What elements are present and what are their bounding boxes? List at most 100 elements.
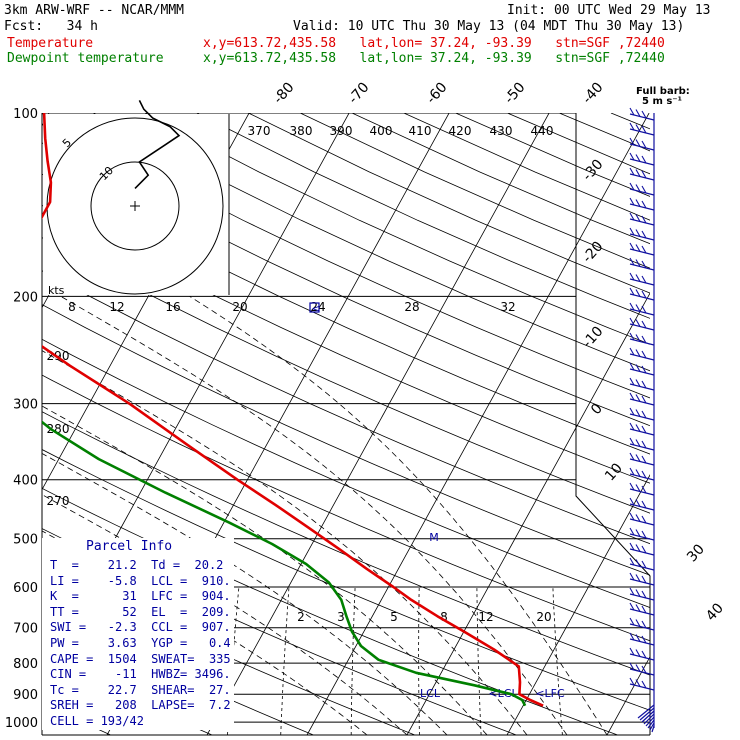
wind-barb-flag — [641, 350, 647, 359]
wind-barb-flag — [629, 347, 635, 356]
wind-barb-flag — [635, 619, 641, 627]
wind-barb-flag — [629, 467, 635, 476]
wind-barb-flag — [629, 167, 635, 176]
wind-barb-flag — [641, 440, 647, 449]
wind-barb-flag — [629, 662, 635, 671]
wind-barb-flag — [635, 514, 641, 522]
wind-barb-flag — [641, 155, 647, 164]
isotherm-line — [707, 113, 740, 735]
dry-adiabat — [42, 204, 650, 484]
wind-barb-flag — [641, 290, 647, 299]
parcel-info-row: T = 21.2 Td = 20.2 — [50, 558, 224, 572]
wind-barb-flag — [635, 169, 641, 177]
hodograph-x-tick: 8 — [68, 300, 76, 314]
isotherm-label: -80 — [270, 79, 297, 107]
valid-time: Valid: 10 UTC Thu 30 May 13 (04 MDT Thu … — [293, 19, 685, 34]
theta-label: 410 — [409, 124, 432, 138]
wind-barb-flag — [641, 245, 647, 254]
dry-adiabat — [42, 237, 650, 514]
wind-barb-flag — [635, 139, 641, 147]
wind-barb-flag — [641, 320, 647, 329]
wind-barb-flag — [635, 109, 641, 117]
right-axis — [575, 113, 651, 735]
wind-barb-flag — [641, 455, 647, 464]
wind-barb-flag — [635, 484, 641, 492]
parcel-info-title: Parcel Info — [86, 539, 173, 554]
wind-barb-flag — [635, 229, 641, 237]
wind-barb-flag — [629, 392, 635, 401]
dewpoint-label: Dewpoint temperature — [7, 51, 164, 66]
wind-barb-flag — [629, 677, 635, 686]
dewpoint-station-info: x,y=613.72,435.58 lat,lon= 37.24, -93.39… — [203, 51, 665, 66]
wind-barb-flag — [629, 137, 635, 146]
isotherm-label: -30 — [579, 156, 606, 184]
wind-barbs — [629, 107, 655, 733]
wind-barb-flag — [641, 410, 647, 419]
dry-adiabat — [92, 113, 650, 372]
mixing-ratio-line — [280, 586, 290, 735]
wind-barb-flag — [629, 122, 635, 131]
hodograph-background — [43, 114, 229, 295]
wind-barb-flag — [635, 679, 641, 687]
wind-barb-flag — [635, 274, 641, 282]
dry-adiabat — [0, 113, 9, 735]
theta-label: 400 — [370, 124, 393, 138]
el-label: M — [429, 531, 439, 544]
wind-barb-flag — [641, 545, 647, 554]
isotherm-label: -10 — [579, 323, 606, 351]
isotherm-label: -70 — [345, 79, 372, 107]
wind-barb-flag — [641, 530, 647, 539]
pressure-tick-label: 900 — [13, 688, 38, 703]
wind-barb-flag — [629, 287, 635, 296]
wind-barb-flag — [641, 425, 647, 434]
dry-adiabat — [42, 338, 650, 608]
moist-adiabat — [42, 350, 528, 735]
hodograph-x-tick: 20 — [232, 300, 247, 314]
hodograph-x-tick: 16 — [165, 300, 180, 314]
wind-barb-flag — [629, 302, 635, 311]
hodograph-x-tick: 28 — [404, 300, 419, 314]
init-time: Init: 00 UTC Wed 29 May 13 — [507, 3, 711, 18]
dry-adiabat — [42, 449, 650, 711]
wind-barb-flag — [635, 589, 641, 597]
dry-adiabat — [42, 304, 650, 576]
isotherm-label: -40 — [579, 79, 606, 107]
parcel-info-row: Tc = 22.7 SHEAR= 27. — [50, 682, 231, 697]
isotherm-line — [506, 474, 650, 735]
mixing-ratio-label: 8 — [440, 610, 448, 624]
hodograph-unit: kts — [48, 284, 65, 297]
wind-barb-flag — [641, 230, 647, 239]
wind-barb-flag — [635, 214, 641, 222]
pressure-tick-label: 100 — [13, 107, 38, 122]
isotherm-label: 0 — [588, 401, 606, 418]
moist-adiabat — [42, 530, 368, 735]
wind-barb-flag — [641, 110, 647, 119]
wind-barb-flag — [641, 650, 647, 659]
dry-adiabat — [42, 113, 650, 399]
parcel-info-row: CELL = 193/42 — [50, 714, 144, 728]
theta-label: 370 — [248, 124, 271, 138]
wind-barb-flag — [629, 452, 635, 461]
pressure-tick-label: 400 — [13, 474, 38, 489]
wind-barb-flag — [641, 680, 647, 689]
pressure-tick-label: 500 — [13, 533, 38, 548]
wind-barb-flag — [629, 602, 635, 611]
moist-adiabat — [42, 452, 448, 735]
wind-barb-flag — [641, 635, 647, 644]
wind-barb-flag — [629, 197, 635, 206]
dewpoint-trace — [42, 420, 527, 707]
barb-legend-title: Full barb: — [636, 86, 690, 97]
wind-barb-flag — [635, 124, 641, 132]
wind-barb-flag — [629, 587, 635, 596]
wind-barb-flag — [641, 200, 647, 209]
dry-adiabat — [248, 113, 650, 294]
wind-barb-flag — [629, 527, 635, 536]
wind-barb — [641, 710, 655, 723]
wind-barb-flag — [635, 349, 641, 357]
wind-barb-flag — [641, 620, 647, 629]
wind-barb-flag — [635, 199, 641, 207]
wind-barb-flag — [629, 557, 635, 566]
theta-label: 420 — [449, 124, 472, 138]
el-marker-box — [309, 302, 320, 313]
wind-barb-flag — [629, 257, 635, 266]
